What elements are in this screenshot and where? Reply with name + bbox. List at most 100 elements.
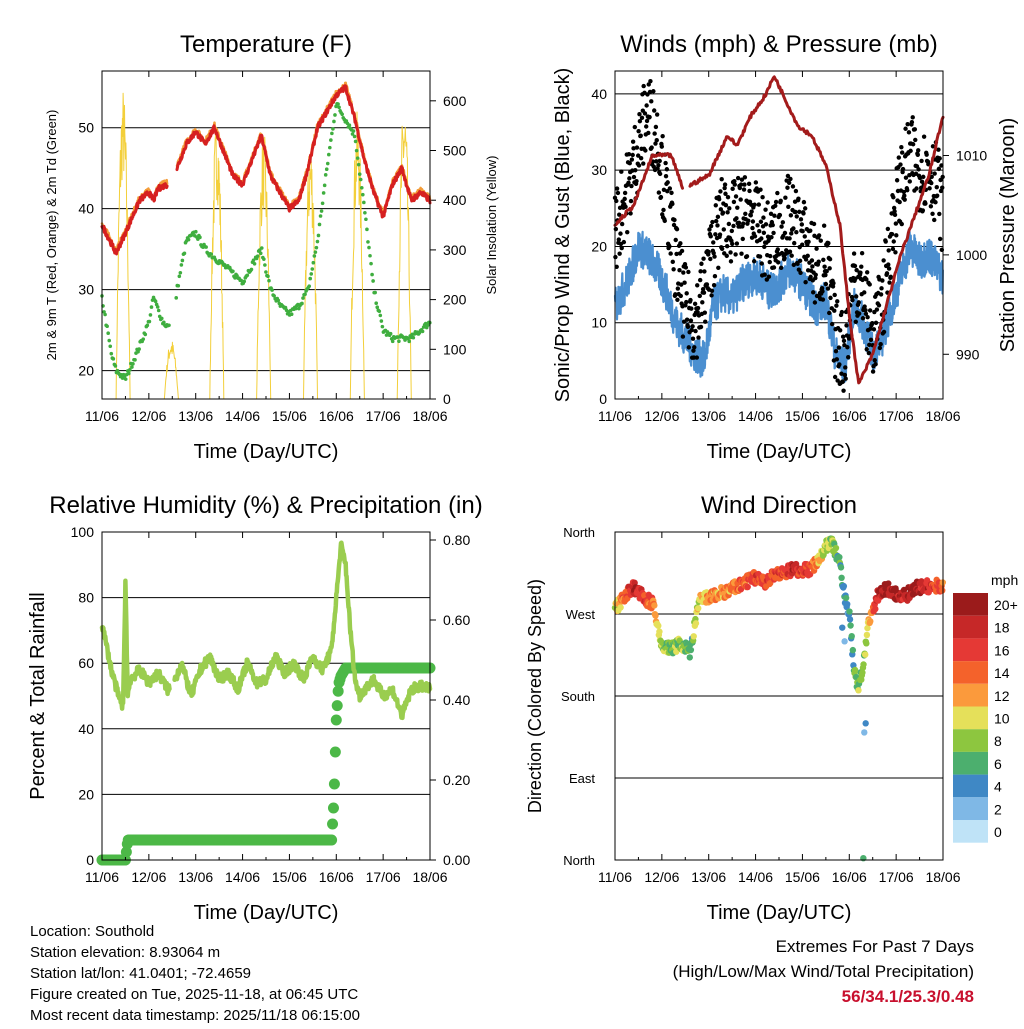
wind-gust-point (899, 145, 904, 150)
wind-gust-point (881, 258, 886, 263)
wind-gust-point (858, 270, 863, 275)
dewpoint-point (411, 335, 416, 340)
wind-gust-point (797, 258, 803, 264)
wind-gust-point (759, 261, 764, 266)
wind-gust-point (695, 305, 701, 311)
solar-insolation-line (256, 136, 272, 400)
direction-point (656, 628, 663, 635)
wind-gust-point (771, 230, 776, 236)
dewpoint-point (379, 319, 384, 323)
wind-gust-point (793, 188, 799, 194)
dewpoint-point (194, 229, 198, 234)
dewpoint-point (131, 362, 135, 366)
dewpoint-point (109, 351, 114, 356)
wind-gust-point (679, 282, 684, 287)
dewpoint-point (319, 209, 324, 213)
wind-gust-point (853, 319, 858, 324)
y-tick-label: 10 (591, 315, 607, 331)
wind-gust-point (708, 223, 714, 229)
wind-gust-point (704, 282, 710, 287)
recent-text: Most recent data timestamp: 2025/11/18 0… (30, 1007, 360, 1024)
wind-gust-point (937, 211, 942, 217)
wind-gust-point (916, 167, 921, 172)
wind-gust-point (736, 220, 742, 226)
wind-gust-point (835, 378, 840, 383)
direction-point (862, 720, 869, 727)
wind-gust-point (827, 310, 832, 316)
x-tick-label: 15/06 (785, 869, 820, 885)
wind-gust-point (800, 242, 805, 247)
wind-gust-point (618, 231, 623, 236)
wind-gust-point (644, 124, 649, 129)
y-tick-label: North (563, 853, 595, 868)
wind-gust-point (662, 218, 667, 224)
wind-gust-point (785, 185, 790, 190)
dewpoint-point (108, 344, 113, 349)
dewpoint-point (309, 272, 314, 276)
wind-gust-point (714, 218, 719, 224)
wind-gust-point (720, 210, 726, 215)
wind-gust-point (670, 259, 675, 265)
wind-gust-point (802, 206, 808, 211)
wind-gust-point (642, 111, 648, 116)
precip-point (330, 714, 342, 726)
wind-gust-point (752, 234, 758, 239)
legend-swatch (953, 706, 988, 730)
wind-gust-point (735, 205, 740, 210)
wind-gust-point (649, 145, 654, 150)
wind-gust-point (811, 221, 817, 227)
wind-gust-point (615, 190, 621, 196)
wind-gust-point (661, 187, 667, 192)
wind-gust-point (837, 362, 842, 367)
dewpoint-point (103, 312, 107, 317)
wind-gust-point (734, 241, 740, 246)
wind-gust-point (710, 219, 715, 225)
x-tick-label: 13/06 (691, 408, 726, 424)
dewpoint-point (312, 254, 317, 258)
wind-gust-point (750, 225, 755, 231)
wind-gust-point (684, 299, 689, 305)
wind-gust-point (723, 203, 729, 208)
dewpoint-point (162, 320, 166, 325)
wind-gust-point (719, 176, 724, 182)
wind-gust-point (638, 155, 644, 161)
wind-gust-point (910, 142, 916, 147)
wind-gust-point (902, 193, 907, 198)
x-tick-label: 17/06 (879, 869, 914, 885)
wind-gust-point (928, 204, 934, 209)
wind-gust-point (772, 213, 777, 218)
wind-gust-point (651, 89, 656, 94)
wind-gust-point (733, 194, 739, 199)
direction-point (851, 666, 859, 674)
wind-gust-point (614, 186, 620, 191)
wind-gust-point (637, 112, 642, 117)
wind-gust-point (674, 251, 679, 257)
dewpoint-point (264, 270, 268, 274)
direction-point (885, 580, 892, 587)
wind-gust-point (689, 327, 694, 333)
wind-gust-point (801, 211, 806, 216)
wind-gust-point (930, 144, 936, 149)
wind-gust-point (802, 234, 807, 239)
wind-gust-point (914, 186, 919, 191)
dewpoint-point (276, 298, 281, 303)
dewpoint-point (107, 338, 112, 343)
wind-gust-point (742, 175, 748, 180)
wind-gust-point (891, 239, 896, 244)
dewpoint-point (321, 191, 326, 195)
wind-gust-point (936, 166, 942, 172)
wind-gust-point (894, 233, 899, 238)
wind-gust-point (867, 342, 872, 348)
wind-gust-point (919, 158, 924, 164)
y2-tick-label: 1000 (956, 247, 987, 263)
wind-gust-point (630, 152, 635, 158)
wind-gust-point (648, 78, 653, 84)
wind-gust-point (636, 163, 642, 168)
wind-gust-point (883, 239, 888, 244)
x-tick-label: 16/06 (319, 408, 354, 424)
wind-gust-point (839, 309, 845, 315)
wind-gust-point (653, 141, 658, 146)
wind-gust-point (790, 184, 796, 189)
legend-swatch (953, 751, 988, 775)
